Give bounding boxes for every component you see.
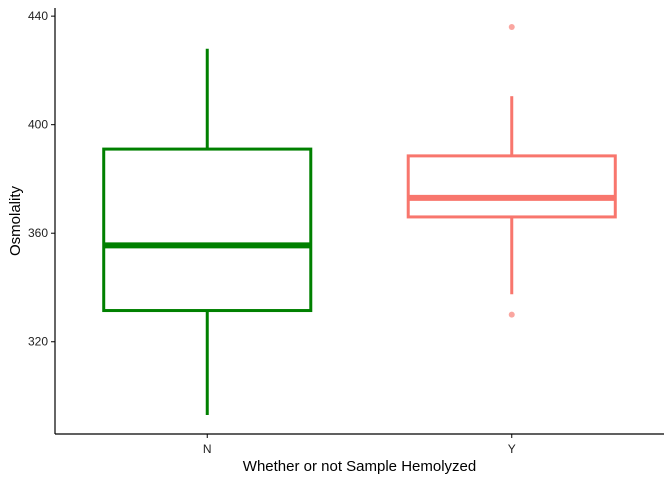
outlier-point bbox=[508, 23, 515, 30]
y-axis-title: Osmolality bbox=[7, 185, 24, 256]
y-tick-label: 360 bbox=[28, 226, 48, 240]
box-N bbox=[102, 48, 313, 416]
x-axis-title: Whether or not Sample Hemolyzed bbox=[243, 458, 476, 475]
box-iqr bbox=[406, 154, 617, 219]
y-tick-label: 400 bbox=[28, 118, 48, 132]
x-tick-label: Y bbox=[508, 442, 516, 456]
y-tick-label: 320 bbox=[28, 335, 48, 349]
plot-area bbox=[102, 23, 617, 416]
box-Y bbox=[406, 23, 617, 318]
x-tick-label: N bbox=[203, 442, 212, 456]
outlier-point bbox=[508, 311, 515, 318]
y-axis-ticks: 320 360 400 440 bbox=[28, 9, 55, 349]
y-tick-label: 440 bbox=[28, 9, 48, 23]
box-iqr bbox=[102, 147, 313, 313]
